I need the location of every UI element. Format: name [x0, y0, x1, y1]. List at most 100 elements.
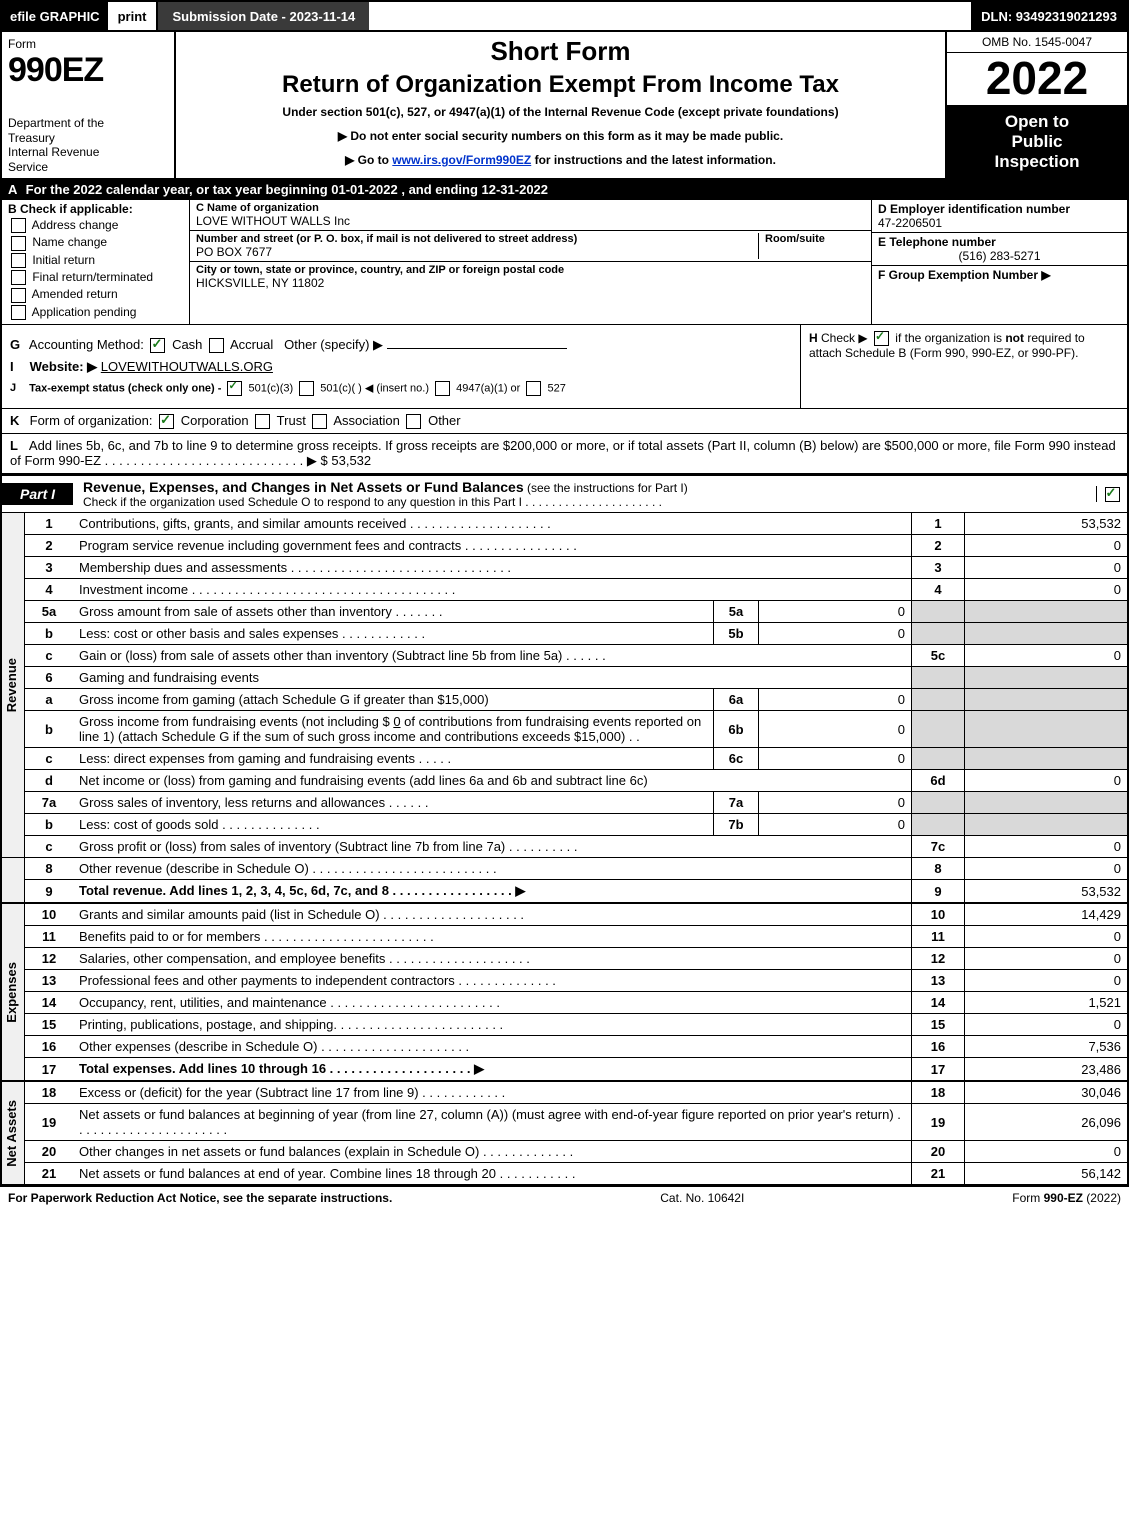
ln13-desc: Professional fees and other payments to …: [73, 970, 912, 992]
ln16-lbl: 16: [912, 1036, 965, 1058]
ln4-num: 4: [25, 579, 74, 601]
ln20-desc: Other changes in net assets or fund bala…: [73, 1141, 912, 1163]
cbx-lbl-amended: Amended return: [32, 287, 118, 301]
cbx-amended-return[interactable]: Amended return: [8, 287, 183, 302]
print-button[interactable]: print: [108, 2, 159, 30]
cbx-other-org[interactable]: [406, 414, 421, 429]
ln6a-grey2: [965, 689, 1129, 711]
ln6c-grey2: [965, 748, 1129, 770]
line-5b: b Less: cost or other basis and sales ex…: [1, 623, 1128, 645]
ln5c-lbl: 5c: [912, 645, 965, 667]
city-row: City or town, state or province, country…: [190, 262, 871, 292]
ln7b-grey2: [965, 814, 1129, 836]
ln1-lbl: 1: [912, 513, 965, 535]
ln11-desc: Benefits paid to or for members . . . . …: [73, 926, 912, 948]
cbx-501c[interactable]: [299, 381, 314, 396]
lbl-assoc: Association: [333, 413, 399, 428]
cbx-address-change[interactable]: Address change: [8, 218, 183, 233]
ln15-lbl: 15: [912, 1014, 965, 1036]
ln6d-num: d: [25, 770, 74, 792]
ln16-num: 16: [25, 1036, 74, 1058]
ln17-amt: 23,486: [965, 1058, 1129, 1082]
page-footer: For Paperwork Reduction Act Notice, see …: [0, 1186, 1129, 1209]
ln6a-desc: Gross income from gaming (attach Schedul…: [73, 689, 714, 711]
ln7a-grey2: [965, 792, 1129, 814]
cbx-4947[interactable]: [435, 381, 450, 396]
website-label: Website: ▶: [30, 359, 98, 374]
ln5a-sublab: 5a: [714, 601, 759, 623]
topbar-spacer: [369, 2, 971, 30]
ln9-desc: Total revenue. Add lines 1, 2, 3, 4, 5c,…: [73, 880, 912, 904]
addr-label: Number and street (or P. O. box, if mail…: [196, 233, 752, 245]
cbx-final-return[interactable]: Final return/terminated: [8, 270, 183, 285]
group-exemption-label: F Group Exemption Number ▶: [878, 268, 1051, 282]
ln7b-grey1: [912, 814, 965, 836]
ln6d-amt: 0: [965, 770, 1129, 792]
cbx-cash[interactable]: [150, 338, 165, 353]
cbx-501c3[interactable]: [227, 381, 242, 396]
ln4-desc: Investment income . . . . . . . . . . . …: [73, 579, 912, 601]
row-k-text: Form of organization:: [30, 413, 153, 428]
cbx-schedule-b[interactable]: [874, 331, 889, 346]
ln13-lbl: 13: [912, 970, 965, 992]
ln6c-num: c: [25, 748, 74, 770]
cbx-lbl-name: Name change: [32, 235, 107, 249]
phone-row: E Telephone number (516) 283-5271: [872, 233, 1127, 266]
ln5c-amt: 0: [965, 645, 1129, 667]
block-g-to-j: G Accounting Method: Cash Accrual Other …: [0, 325, 1129, 409]
line-15: 15 Printing, publications, postage, and …: [1, 1014, 1128, 1036]
ln20-lbl: 20: [912, 1141, 965, 1163]
line-6a: a Gross income from gaming (attach Sched…: [1, 689, 1128, 711]
ln7c-num: c: [25, 836, 74, 858]
lbl-cash: Cash: [172, 337, 202, 352]
ln5b-num: b: [25, 623, 74, 645]
line-1: Revenue 1 Contributions, gifts, grants, …: [1, 513, 1128, 535]
group-exemption-row: F Group Exemption Number ▶: [872, 266, 1127, 284]
label-b: B: [8, 202, 17, 216]
cbx-trust[interactable]: [255, 414, 270, 429]
lbl-accrual: Accrual: [230, 337, 273, 352]
website-value: LOVEWITHOUTWALLS.ORG: [101, 359, 273, 374]
cbx-name-change[interactable]: Name change: [8, 235, 183, 250]
ln10-num: 10: [25, 903, 74, 926]
short-form-label: Short Form: [186, 36, 935, 67]
ln6-grey1: [912, 667, 965, 689]
ln9-lbl: 9: [912, 880, 965, 904]
line-7a: 7a Gross sales of inventory, less return…: [1, 792, 1128, 814]
part-1-checkbox[interactable]: [1096, 486, 1127, 502]
row-j: J Tax-exempt status (check only one) - 5…: [10, 381, 792, 396]
ln5b-grey1: [912, 623, 965, 645]
ln5b-desc: Less: cost or other basis and sales expe…: [73, 623, 714, 645]
room-label: Room/suite: [765, 233, 865, 245]
ln10-desc: Grants and similar amounts paid (list in…: [73, 903, 912, 926]
irs-link[interactable]: www.irs.gov/Form990EZ: [392, 153, 531, 167]
line-13: 13 Professional fees and other payments …: [1, 970, 1128, 992]
cbx-association[interactable]: [312, 414, 327, 429]
form-header: Form 990EZ Department of theTreasuryInte…: [0, 32, 1129, 180]
org-name-value: LOVE WITHOUT WALLS Inc: [196, 214, 865, 228]
ln5a-subval: 0: [759, 601, 912, 623]
ln6b-subval: 0: [759, 711, 912, 748]
ln18-desc: Excess or (deficit) for the year (Subtra…: [73, 1081, 912, 1104]
ln7a-num: 7a: [25, 792, 74, 814]
cbx-initial-return[interactable]: Initial return: [8, 253, 183, 268]
ln5b-grey2: [965, 623, 1129, 645]
ln13-num: 13: [25, 970, 74, 992]
ein-row: D Employer identification number 47-2206…: [872, 200, 1127, 233]
cbx-app-pending[interactable]: Application pending: [8, 305, 183, 320]
label-i: I: [10, 359, 26, 374]
row-h-text1: Check ▶: [821, 331, 868, 345]
ln17-lbl: 17: [912, 1058, 965, 1082]
org-name-row: C Name of organization LOVE WITHOUT WALL…: [190, 200, 871, 231]
cbx-accrual[interactable]: [209, 338, 224, 353]
line-4: 4 Investment income . . . . . . . . . . …: [1, 579, 1128, 601]
part-1-check-line: Check if the organization used Schedule …: [83, 495, 1086, 509]
cbx-527[interactable]: [526, 381, 541, 396]
cbx-corporation[interactable]: [159, 414, 174, 429]
line-3: 3 Membership dues and assessments . . . …: [1, 557, 1128, 579]
ln6b-grey2: [965, 711, 1129, 748]
ln1-desc: Contributions, gifts, grants, and simila…: [73, 513, 912, 535]
ln16-amt: 7,536: [965, 1036, 1129, 1058]
ln7c-lbl: 7c: [912, 836, 965, 858]
ln6-num: 6: [25, 667, 74, 689]
